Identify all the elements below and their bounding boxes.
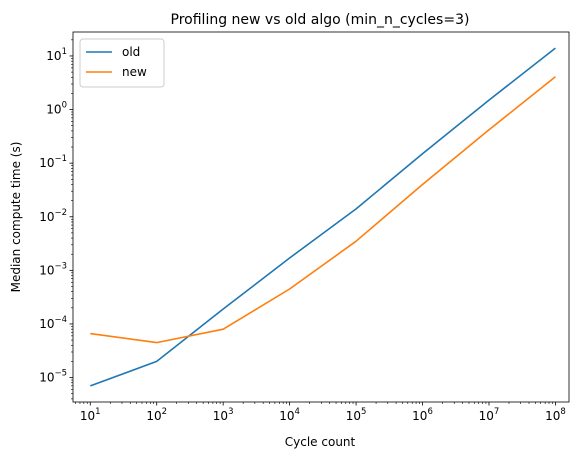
- y-tick-label: 100: [46, 101, 67, 117]
- y-axis-label: Median compute time (s): [9, 142, 23, 293]
- legend-box: [79, 38, 165, 88]
- x-tick-label: 103: [213, 407, 234, 423]
- y-tick-label: 10−2: [39, 208, 67, 224]
- plot-axes: 101 102 103 104 105 106 107 108 10−5 10−4 10−3 10−2…: [39, 39, 566, 423]
- series-line-old: [90, 47, 556, 387]
- x-tick-label: 106: [412, 407, 433, 423]
- x-tick-label: 104: [279, 407, 300, 423]
- x-tick-label: 108: [545, 407, 566, 423]
- y-tick-label: 10−3: [39, 261, 67, 277]
- series-line-new: [90, 76, 556, 344]
- legend-label-old: old: [122, 45, 140, 59]
- x-tick-label: 105: [346, 407, 367, 423]
- chart-title: Profiling new vs old algo (min_n_cycles=…: [171, 12, 470, 28]
- y-tick-label: 10−5: [39, 369, 67, 385]
- plot-frame: [72, 31, 570, 403]
- x-tick-label: 101: [80, 407, 101, 423]
- y-tick-label: 101: [46, 47, 67, 63]
- legend: old new: [79, 38, 165, 88]
- x-tick-label: 102: [146, 407, 167, 423]
- y-tick-label: 10−1: [39, 154, 67, 170]
- y-tick-label: 10−4: [39, 315, 67, 331]
- x-tick-label: 107: [479, 407, 500, 423]
- x-axis-label: Cycle count: [285, 435, 356, 449]
- legend-label-new: new: [122, 65, 147, 79]
